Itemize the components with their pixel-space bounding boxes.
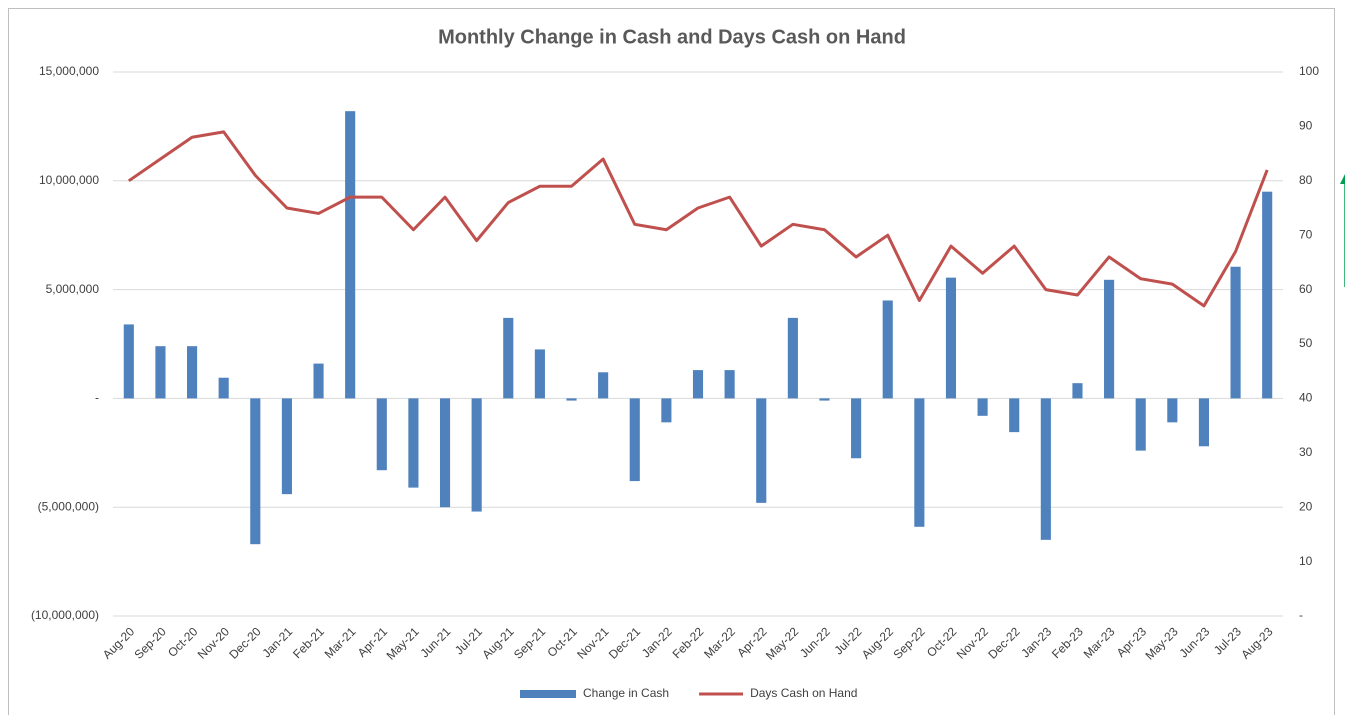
x-tick-label: May-22 [763,624,801,662]
x-tick-label: Sep-22 [890,624,927,661]
bar [692,370,704,399]
bar [250,398,261,545]
x-tick-label: Oct-20 [165,624,201,660]
bar [629,398,640,482]
bar [566,398,577,401]
bar [819,398,830,401]
bar [1072,383,1083,399]
x-tick-label: Feb-23 [1049,624,1086,661]
y2-tick-label: 10 [1299,554,1313,568]
bar [471,398,482,512]
x-tick-label: May-23 [1142,624,1180,662]
x-tick-label: Jan-21 [259,624,295,660]
x-tick-label: Feb-22 [670,624,707,661]
x-tick-label: Aug-21 [479,624,516,661]
x-tick-label: Jun-22 [797,624,833,660]
bar [1009,398,1020,433]
y2-tick-label: 30 [1299,445,1313,459]
bar [851,398,862,459]
bar [439,398,451,508]
bar [408,398,419,488]
bar [1262,191,1273,399]
bar [313,363,324,399]
bar [598,372,609,399]
y2-tick-label: - [1299,608,1303,622]
x-tick-label: Mar-22 [701,624,738,661]
bar [503,317,514,399]
x-tick-label: Nov-20 [195,624,232,661]
y-tick-label: 10,000,000 [39,173,99,187]
chart-title: Monthly Change in Cash and Days Cash on … [438,26,906,48]
y-tick-label: - [95,391,99,405]
bar [345,111,356,399]
bar [1167,398,1178,423]
legend-label: Days Cash on Hand [750,686,857,700]
x-tick-label: Jun-23 [1176,624,1212,660]
bar [218,377,229,399]
bar [123,324,134,399]
annotation-arrow [1340,174,1345,287]
y2-tick-label: 20 [1299,499,1313,513]
bar [661,398,672,423]
y2-tick-label: 100 [1299,64,1319,78]
x-tick-label: Aug-22 [859,624,896,661]
legend-swatch [520,690,576,698]
bar [945,277,957,399]
x-tick-label: May-21 [384,624,422,662]
x-tick-label: Feb-21 [290,624,327,661]
bar [787,317,798,399]
y-tick-label: (10,000,000) [31,608,99,622]
y2-tick-label: 50 [1299,336,1313,350]
x-tick-label: Aug-20 [100,624,137,661]
bar [724,370,735,399]
x-tick-label: Jan-23 [1018,624,1054,660]
bar [281,398,292,495]
x-tick-label: Sep-21 [511,624,548,661]
bar [376,398,387,471]
bar [1135,398,1146,451]
x-tick-label: Jun-21 [418,624,454,660]
bar [914,398,925,527]
y2-tick-label: 60 [1299,282,1313,296]
x-tick-label: Jan-22 [639,624,675,660]
x-tick-label: Mar-21 [322,624,359,661]
line [127,130,1269,308]
bar [155,346,166,399]
y2-tick-label: 70 [1299,227,1313,241]
x-tick-label: Dec-21 [606,624,643,661]
x-tick-label: Sep-20 [132,624,169,661]
x-tick-label: Mar-23 [1081,624,1118,661]
bar [186,346,198,399]
y2-tick-label: 90 [1299,119,1313,133]
bar [1230,266,1241,399]
bar [1104,279,1115,399]
x-tick-label: Dec-20 [226,624,263,661]
x-tick-label: Nov-22 [954,624,991,661]
x-tick-label: Aug-23 [1238,624,1275,661]
bar [534,349,545,399]
x-tick-label: Dec-22 [985,624,1022,661]
x-tick-label: Oct-22 [924,624,960,660]
y-tick-label: (5,000,000) [38,499,99,513]
x-tick-label: Oct-21 [545,624,581,660]
bar [882,300,893,399]
bar [1040,398,1051,540]
bar [756,398,767,503]
x-tick-label: Nov-21 [574,624,611,661]
y2-tick-label: 40 [1299,391,1313,405]
y-tick-label: 5,000,000 [46,282,100,296]
chart-frame [8,8,1335,715]
y-tick-label: 15,000,000 [39,64,99,78]
bar [977,398,988,416]
bar [1198,398,1210,447]
y2-tick-label: 80 [1299,173,1313,187]
legend-label: Change in Cash [583,686,669,700]
